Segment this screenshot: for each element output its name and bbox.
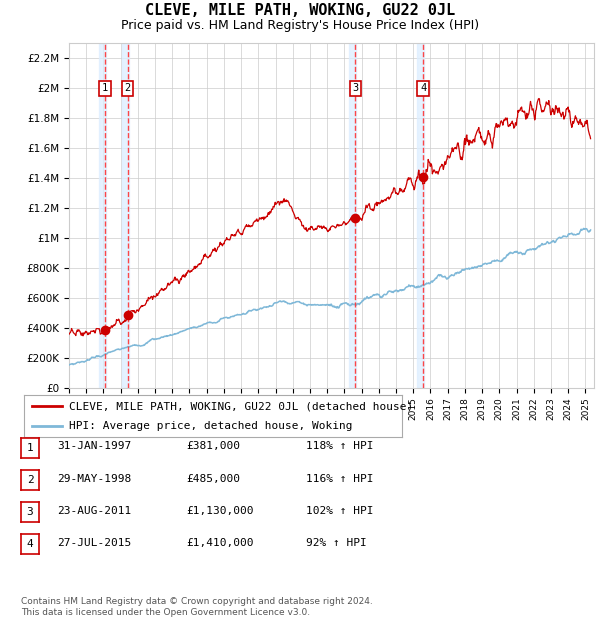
Text: 118% ↑ HPI: 118% ↑ HPI xyxy=(306,441,373,451)
Text: 29-MAY-1998: 29-MAY-1998 xyxy=(57,474,131,484)
Text: 102% ↑ HPI: 102% ↑ HPI xyxy=(306,506,373,516)
Text: CLEVE, MILE PATH, WOKING, GU22 0JL (detached house): CLEVE, MILE PATH, WOKING, GU22 0JL (deta… xyxy=(70,401,413,411)
Text: 1: 1 xyxy=(101,83,108,93)
Text: 2: 2 xyxy=(125,83,131,93)
Text: £1,410,000: £1,410,000 xyxy=(186,538,254,548)
Text: 31-JAN-1997: 31-JAN-1997 xyxy=(57,441,131,451)
Text: £381,000: £381,000 xyxy=(186,441,240,451)
Text: 4: 4 xyxy=(26,539,34,549)
Bar xyxy=(417,43,424,388)
Text: 2: 2 xyxy=(26,475,34,485)
Text: 4: 4 xyxy=(420,83,426,93)
Text: 92% ↑ HPI: 92% ↑ HPI xyxy=(306,538,367,548)
Text: 27-JUL-2015: 27-JUL-2015 xyxy=(57,538,131,548)
Text: 116% ↑ HPI: 116% ↑ HPI xyxy=(306,474,373,484)
Text: £1,130,000: £1,130,000 xyxy=(186,506,254,516)
Text: 3: 3 xyxy=(352,83,359,93)
Bar xyxy=(349,43,356,388)
Text: Contains HM Land Registry data © Crown copyright and database right 2024.
This d: Contains HM Land Registry data © Crown c… xyxy=(21,598,373,617)
Text: 23-AUG-2011: 23-AUG-2011 xyxy=(57,506,131,516)
Text: CLEVE, MILE PATH, WOKING, GU22 0JL: CLEVE, MILE PATH, WOKING, GU22 0JL xyxy=(145,3,455,18)
Bar xyxy=(122,43,128,388)
Text: Price paid vs. HM Land Registry's House Price Index (HPI): Price paid vs. HM Land Registry's House … xyxy=(121,19,479,32)
Text: £485,000: £485,000 xyxy=(186,474,240,484)
Text: 3: 3 xyxy=(26,507,34,517)
Text: 1: 1 xyxy=(26,443,34,453)
Bar xyxy=(99,43,106,388)
Text: HPI: Average price, detached house, Woking: HPI: Average price, detached house, Woki… xyxy=(70,421,353,431)
